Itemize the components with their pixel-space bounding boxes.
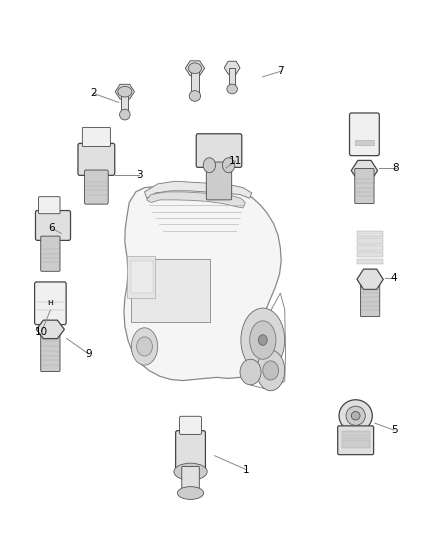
Polygon shape [185, 61, 205, 76]
FancyBboxPatch shape [85, 170, 108, 204]
Bar [342, 440, 370, 448]
Ellipse shape [177, 487, 204, 499]
FancyBboxPatch shape [82, 127, 110, 147]
FancyBboxPatch shape [78, 143, 115, 175]
FancyBboxPatch shape [41, 328, 60, 372]
Polygon shape [36, 320, 64, 338]
Bar [355, 140, 374, 145]
Bar [191, 67, 199, 96]
Bar [229, 68, 235, 89]
Ellipse shape [240, 359, 261, 385]
Polygon shape [351, 160, 378, 181]
Ellipse shape [227, 84, 237, 94]
FancyBboxPatch shape [350, 113, 379, 156]
Ellipse shape [250, 321, 276, 359]
Bar [131, 259, 210, 322]
Polygon shape [147, 192, 245, 208]
Text: 5: 5 [391, 425, 398, 435]
Bar [342, 431, 370, 439]
Ellipse shape [137, 337, 152, 356]
Bar [357, 252, 383, 257]
Polygon shape [115, 84, 134, 99]
Ellipse shape [223, 158, 235, 173]
Polygon shape [224, 61, 240, 74]
FancyBboxPatch shape [182, 466, 199, 494]
Text: 2: 2 [90, 88, 97, 98]
FancyBboxPatch shape [206, 162, 232, 200]
Text: 6: 6 [48, 223, 55, 233]
Text: 4: 4 [391, 273, 398, 283]
Ellipse shape [120, 109, 130, 120]
FancyBboxPatch shape [39, 197, 60, 214]
Ellipse shape [346, 406, 365, 425]
FancyBboxPatch shape [41, 236, 60, 271]
Text: H: H [47, 300, 53, 306]
Bar [357, 245, 383, 251]
Ellipse shape [339, 400, 372, 432]
FancyBboxPatch shape [176, 431, 205, 471]
Ellipse shape [174, 463, 207, 480]
FancyBboxPatch shape [180, 416, 201, 434]
FancyBboxPatch shape [35, 211, 71, 240]
FancyBboxPatch shape [360, 277, 380, 317]
Bar [357, 231, 383, 237]
Ellipse shape [118, 86, 132, 97]
Ellipse shape [257, 350, 285, 391]
FancyBboxPatch shape [338, 426, 374, 455]
Bar [121, 91, 128, 115]
Text: 10: 10 [35, 327, 48, 336]
Text: 8: 8 [392, 163, 399, 173]
Polygon shape [145, 181, 252, 198]
Bar [127, 256, 155, 298]
Bar [131, 261, 153, 293]
Ellipse shape [131, 328, 158, 365]
Bar [357, 259, 383, 264]
Text: 1: 1 [243, 465, 250, 474]
Ellipse shape [189, 91, 201, 101]
FancyBboxPatch shape [355, 168, 374, 204]
Ellipse shape [258, 335, 267, 345]
FancyBboxPatch shape [35, 282, 66, 325]
Polygon shape [124, 187, 281, 381]
FancyBboxPatch shape [196, 134, 242, 167]
Ellipse shape [351, 411, 360, 420]
Text: 9: 9 [85, 349, 92, 359]
Ellipse shape [188, 63, 201, 74]
Ellipse shape [241, 308, 285, 372]
Text: 7: 7 [277, 67, 284, 76]
Text: 3: 3 [136, 170, 143, 180]
Bar [357, 238, 383, 244]
Ellipse shape [263, 361, 279, 380]
Ellipse shape [203, 158, 215, 173]
Text: 11: 11 [229, 156, 242, 166]
Polygon shape [357, 269, 383, 289]
